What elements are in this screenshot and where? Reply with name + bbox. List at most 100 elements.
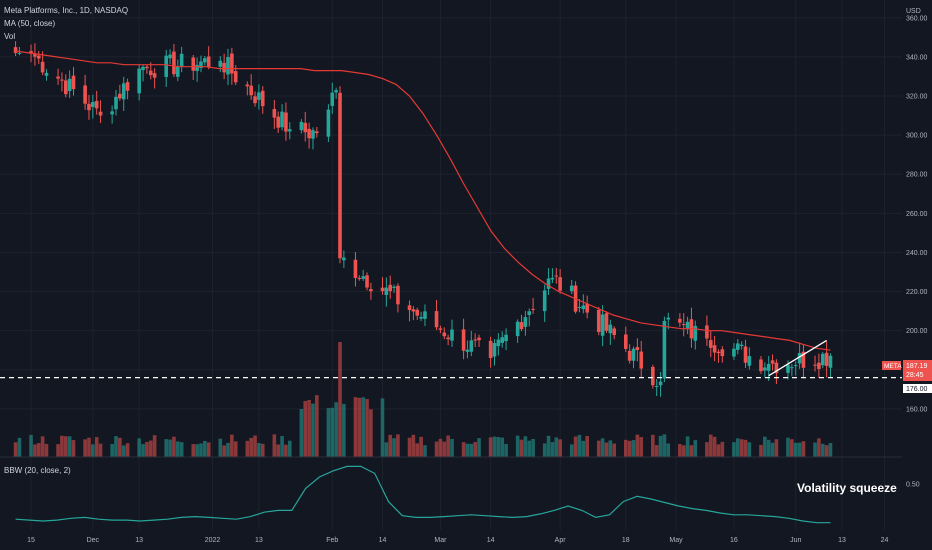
candle — [87, 94, 91, 120]
volume-bar — [596, 440, 601, 457]
volume-bar — [519, 439, 524, 457]
candle — [299, 119, 304, 134]
candle — [307, 122, 311, 149]
volume-bar — [168, 439, 172, 457]
candle — [442, 327, 447, 340]
volume-bar — [550, 442, 555, 457]
chart-title: Meta Platforms, Inc., 1D, NASDAQ — [4, 6, 129, 15]
volume-bar — [763, 436, 767, 457]
volume-bar — [342, 403, 346, 457]
volume-bar — [828, 443, 833, 457]
volume-bar — [415, 443, 420, 457]
candle — [152, 68, 157, 89]
volume-bar — [206, 442, 211, 457]
ma-legend[interactable]: MA (50, close) — [4, 19, 56, 28]
volume-bar — [446, 435, 450, 457]
candle — [71, 67, 76, 96]
candle — [91, 94, 95, 119]
volume-bar — [554, 437, 559, 457]
price-tick-label: 220.00 — [906, 289, 928, 296]
candle — [303, 111, 308, 142]
candle — [519, 314, 524, 332]
bbw-legend[interactable]: BBW (20, close, 2) — [4, 466, 71, 475]
candle — [361, 269, 365, 281]
time-tick-label: 24 — [881, 537, 889, 544]
candle — [469, 330, 474, 357]
candle — [801, 344, 806, 378]
volume-bar — [801, 441, 806, 457]
candle — [260, 86, 265, 114]
candle — [828, 353, 833, 378]
candle — [330, 82, 335, 114]
candle — [550, 268, 555, 284]
volume-bar — [307, 399, 311, 457]
volume-bar — [685, 436, 690, 457]
volume-bar — [743, 439, 748, 457]
volume-bar — [191, 444, 196, 457]
volume-bar — [681, 445, 686, 457]
candle — [546, 268, 551, 295]
volume-bar — [631, 440, 636, 457]
volume-bar — [689, 445, 694, 457]
candle — [195, 57, 199, 82]
volume-bar — [797, 442, 802, 457]
volume-bar — [369, 409, 373, 457]
price-tick-label: 360.00 — [906, 15, 928, 22]
volume-bar — [515, 435, 520, 457]
candle — [797, 342, 802, 369]
volume-bar — [164, 439, 169, 457]
volume-bar — [233, 441, 238, 457]
volume-bar — [434, 441, 439, 457]
volume-bar — [407, 437, 412, 457]
volume-bar — [612, 443, 617, 457]
candle — [83, 74, 87, 110]
volume-bar — [666, 443, 671, 457]
candle — [168, 49, 172, 65]
candle — [396, 283, 400, 313]
candle — [172, 44, 176, 77]
candle — [365, 272, 369, 291]
candle — [245, 81, 250, 96]
volume-bar — [17, 437, 22, 457]
volume-bar — [500, 437, 505, 457]
candle — [164, 49, 169, 87]
volume-bar — [473, 442, 477, 457]
volume-bar — [531, 438, 535, 457]
candle — [226, 48, 230, 86]
volume-bar — [732, 442, 736, 457]
candle — [612, 326, 617, 340]
volume-bar — [504, 443, 508, 457]
volume-bar — [604, 442, 609, 457]
candle — [763, 362, 767, 378]
time-tick-label: 14 — [379, 537, 387, 544]
candle — [434, 299, 439, 331]
candle — [60, 72, 64, 92]
candle — [461, 318, 466, 360]
candle — [110, 105, 114, 124]
candle — [423, 304, 427, 327]
time-tick-label: 2022 — [205, 537, 221, 544]
time-tick-label: May — [669, 537, 683, 544]
volume-bar — [793, 442, 798, 457]
volume-bar — [384, 442, 389, 457]
candle — [438, 325, 443, 334]
volume-bar — [36, 443, 41, 457]
time-tick-label: 18 — [622, 537, 630, 544]
volume-bar — [260, 443, 265, 457]
volume-bar — [627, 440, 632, 457]
volume-bar — [145, 441, 149, 457]
vol-legend[interactable]: Vol — [4, 32, 16, 41]
time-axis[interactable]: 15 Dec 13 2022 13 Feb 14 Mar 14 Apr 18 May 16 Jun 13 24 — [27, 537, 888, 544]
candle — [500, 331, 505, 348]
candle — [720, 346, 725, 363]
volume-bar — [488, 437, 493, 457]
candle — [766, 356, 771, 381]
price-tick-label: 320.00 — [906, 94, 928, 101]
candle — [770, 354, 775, 371]
candle — [257, 84, 261, 110]
trendline — [768, 339, 827, 377]
volume-bar — [442, 441, 447, 457]
candle — [504, 328, 508, 351]
volume-bar — [469, 443, 474, 457]
